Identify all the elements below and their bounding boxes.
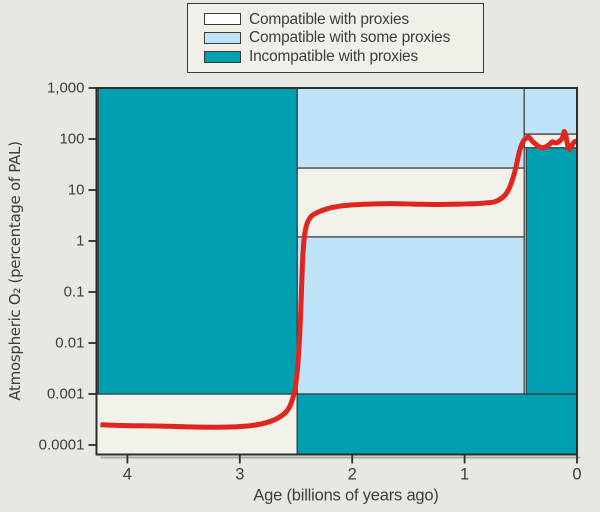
region-some — [296, 87, 525, 169]
x-tick-label: 4 — [123, 466, 132, 484]
legend-item-compatible: Compatible with proxies — [204, 10, 475, 29]
legend-item-some-proxies: Compatible with some proxies — [204, 29, 475, 48]
legend-label-some-proxies: Compatible with some proxies — [249, 29, 451, 47]
y-tick-label: 10 — [68, 182, 85, 199]
legend-item-incompatible: Incompatible with proxies — [204, 47, 475, 66]
y-tick-label: 1 — [76, 233, 84, 250]
y-tick-label: 0.1 — [64, 284, 85, 301]
plot-frame — [95, 87, 578, 456]
legend-label-incompatible: Incompatible with proxies — [249, 47, 419, 65]
legend-swatch-compatible — [204, 13, 241, 26]
region-some — [523, 87, 578, 135]
region-incompatible — [525, 147, 578, 395]
x-axis-title: Age (billions of years ago) — [253, 486, 439, 505]
y-tick-label: 0.0001 — [39, 437, 85, 454]
legend-swatch-incompatible — [204, 50, 241, 63]
y-axis-title: Atmospheric O₂ (percentage of PAL) — [6, 141, 24, 401]
region-some — [296, 236, 525, 395]
y-tick-label: 0.01 — [55, 335, 84, 352]
legend: Compatible with proxies Compatible with … — [187, 3, 484, 73]
x-tick-label: 0 — [572, 466, 581, 484]
legend-label-compatible: Compatible with proxies — [249, 10, 409, 28]
y-tick-label: 0.001 — [47, 386, 85, 403]
y-tick-label: 100 — [59, 131, 84, 148]
o2-history-curve — [100, 128, 577, 430]
x-tick-label: 1 — [460, 466, 469, 484]
y-tick-label: 1,000 — [47, 80, 85, 97]
legend-swatch-some-proxies — [204, 32, 241, 44]
x-tick-label: 3 — [235, 466, 244, 484]
x-tick-label: 2 — [348, 466, 357, 484]
region-incompatible — [97, 87, 298, 395]
region-incompatible — [296, 393, 578, 456]
